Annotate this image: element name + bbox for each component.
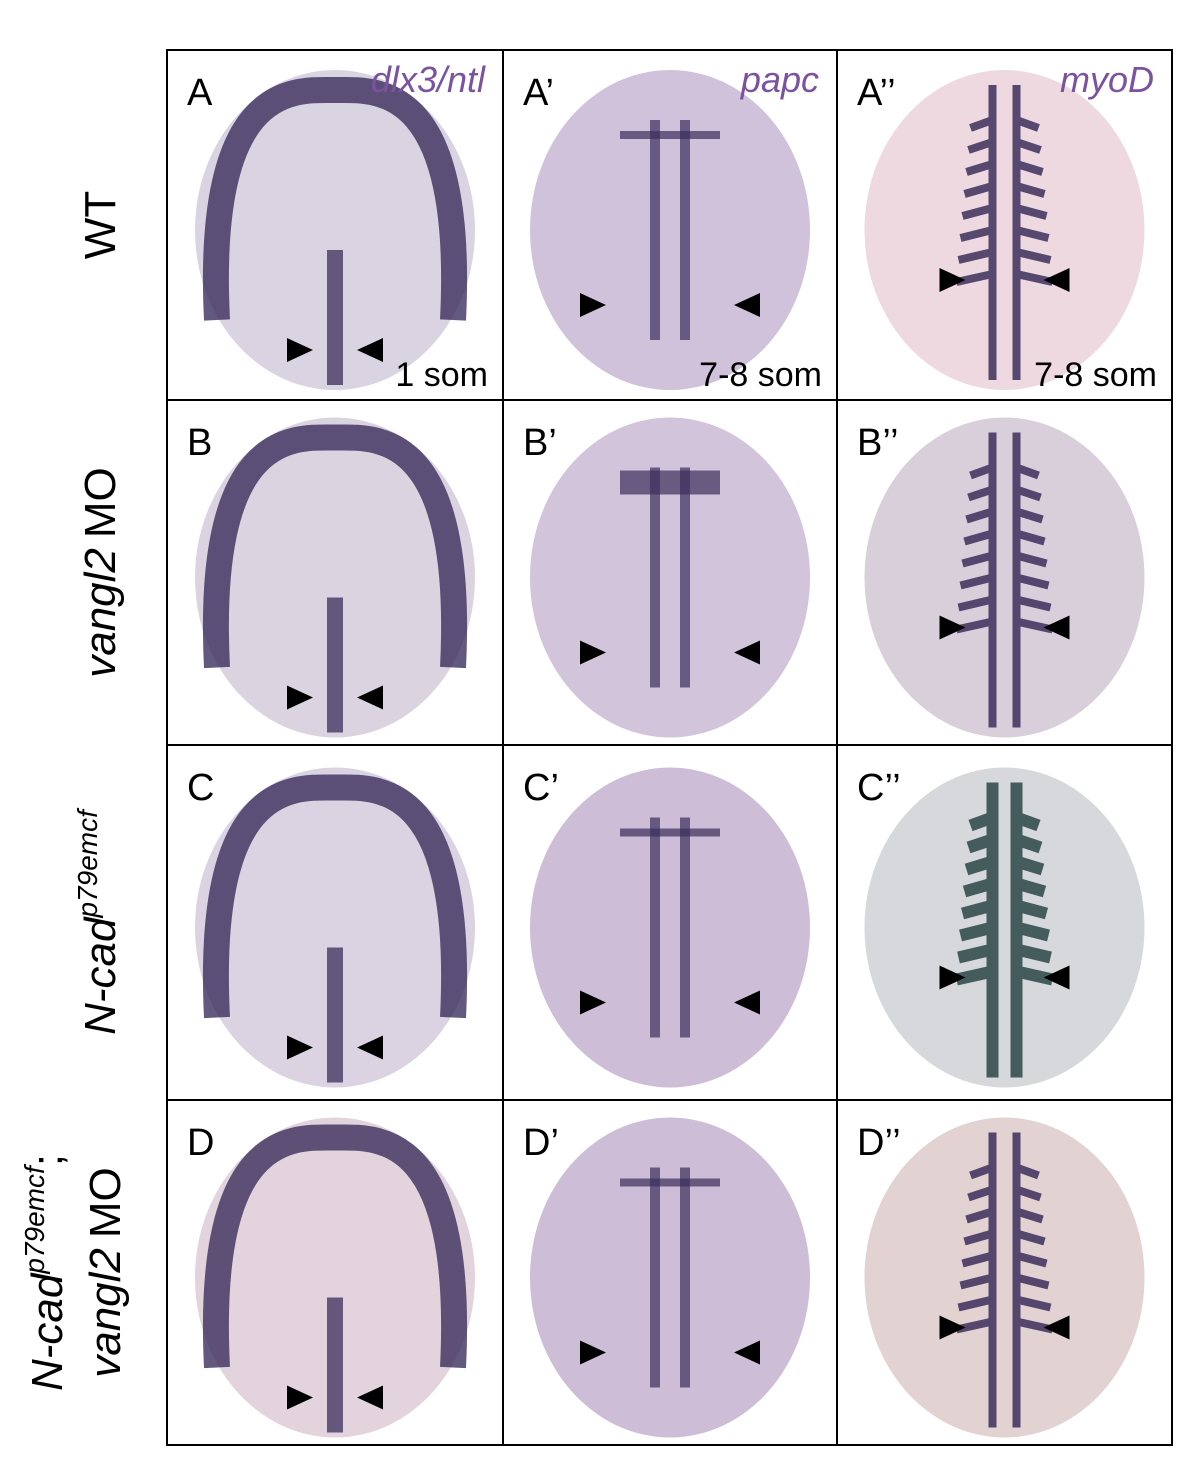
arrowhead bbox=[1043, 965, 1070, 990]
arrowhead bbox=[1043, 615, 1070, 640]
stage: 7-8 som bbox=[699, 356, 822, 394]
somites bbox=[955, 85, 1054, 380]
panel: C’ bbox=[502, 744, 838, 1101]
panel-label: D bbox=[187, 1122, 214, 1164]
row-label: N-cadp79emcf;vangl2MO bbox=[19, 1154, 130, 1391]
arrowhead bbox=[357, 1035, 383, 1060]
panel-label: A’ bbox=[523, 72, 554, 114]
panel: B bbox=[166, 399, 504, 746]
arrowhead bbox=[357, 1385, 383, 1410]
row-label: WT bbox=[76, 191, 125, 259]
panel-label: B’’ bbox=[857, 422, 899, 464]
panel-label: D’ bbox=[523, 1122, 559, 1164]
row-label-part: WT bbox=[76, 191, 125, 259]
paraxial bbox=[650, 1167, 690, 1388]
arrowhead bbox=[734, 293, 760, 317]
row-label-part: vangl2 bbox=[81, 1248, 130, 1378]
gene-name: myoD bbox=[1060, 59, 1154, 100]
panel: B’’ bbox=[836, 399, 1173, 746]
row-label-line: vangl2 MO bbox=[81, 1167, 130, 1378]
embryo bbox=[530, 70, 810, 390]
row-label-part: MO bbox=[76, 467, 125, 538]
arrowhead bbox=[357, 685, 383, 710]
arrowhead bbox=[287, 1385, 313, 1410]
embryo bbox=[864, 1117, 1145, 1438]
arrowhead bbox=[734, 640, 760, 665]
row-label-part: N-cad bbox=[23, 1272, 72, 1391]
row-label-part: p79emcf bbox=[19, 1163, 50, 1275]
arrowhead bbox=[734, 990, 760, 1015]
arrowhead bbox=[580, 293, 606, 317]
paraxial bbox=[650, 467, 690, 688]
panel-label: C bbox=[187, 767, 214, 809]
arrowhead bbox=[1043, 1315, 1070, 1340]
arrowhead bbox=[287, 338, 313, 362]
row-label-line: N-cadp79emcf bbox=[72, 807, 125, 1035]
embryo bbox=[195, 767, 475, 1088]
row-label-line: WT bbox=[76, 191, 125, 259]
panel-label: A bbox=[187, 72, 213, 114]
arrowhead bbox=[580, 1340, 606, 1365]
panel: D bbox=[166, 1099, 504, 1446]
arrowhead bbox=[939, 615, 966, 640]
somites bbox=[955, 782, 1054, 1078]
somites bbox=[955, 432, 1054, 728]
embryo bbox=[864, 70, 1145, 390]
row-label: N-cadp79emcf bbox=[72, 807, 125, 1035]
row-label-line: N-cadp79emcf; bbox=[19, 1154, 72, 1391]
embryo bbox=[530, 767, 810, 1088]
arrowhead bbox=[287, 685, 313, 710]
panel-label: C’ bbox=[523, 767, 559, 809]
paraxial bbox=[650, 120, 690, 340]
somites bbox=[955, 1132, 1054, 1428]
panel: D’ bbox=[502, 1099, 838, 1446]
arrowhead bbox=[580, 640, 606, 665]
panel: C bbox=[166, 744, 504, 1101]
panel-label: D’’ bbox=[857, 1122, 901, 1164]
embryo bbox=[864, 767, 1145, 1088]
embryo bbox=[864, 417, 1145, 738]
embryo bbox=[530, 417, 810, 738]
embryo bbox=[195, 417, 475, 738]
arrowhead bbox=[734, 1340, 760, 1365]
stage: 1 som bbox=[395, 356, 488, 394]
panel-label: B bbox=[187, 422, 212, 464]
paraxial bbox=[650, 817, 690, 1038]
row-label: vangl2 MO bbox=[76, 467, 125, 678]
embryo bbox=[195, 1117, 475, 1438]
row-label-part: N-cad bbox=[76, 916, 125, 1035]
row-label-part: vangl2 bbox=[76, 548, 125, 678]
row-label-part: ; bbox=[23, 1154, 72, 1166]
panel-label: C’’ bbox=[857, 767, 901, 809]
expression-band bbox=[202, 774, 468, 1019]
arrowhead bbox=[357, 338, 383, 362]
panel: B’ bbox=[502, 399, 838, 746]
panel: D’’ bbox=[836, 1099, 1173, 1446]
expression-band bbox=[202, 76, 468, 321]
arrowhead bbox=[939, 965, 966, 990]
panel: A’’ myoD 7-8 som bbox=[836, 49, 1173, 401]
panel-label: A’’ bbox=[857, 72, 896, 114]
arrowhead bbox=[1043, 268, 1070, 292]
embryo bbox=[530, 1117, 810, 1438]
arrowhead bbox=[939, 1315, 966, 1340]
row-label-line: vangl2 MO bbox=[76, 467, 125, 678]
panel: A’ papc 7-8 som bbox=[502, 49, 838, 401]
gene-name: dlx3/ntl bbox=[371, 59, 486, 100]
row-label-part: MO bbox=[81, 1167, 130, 1238]
gene-name: papc bbox=[740, 59, 819, 100]
arrowhead bbox=[287, 1035, 313, 1060]
expression-band bbox=[202, 424, 468, 669]
expression-band bbox=[202, 1124, 468, 1369]
stage: 7-8 som bbox=[1034, 356, 1157, 394]
arrowhead bbox=[580, 990, 606, 1015]
arrowhead bbox=[939, 268, 966, 292]
row-label-part: p79emcf bbox=[72, 807, 103, 919]
panel: C’’ bbox=[836, 744, 1173, 1101]
embryo bbox=[195, 70, 475, 390]
panel-label: B’ bbox=[523, 422, 557, 464]
